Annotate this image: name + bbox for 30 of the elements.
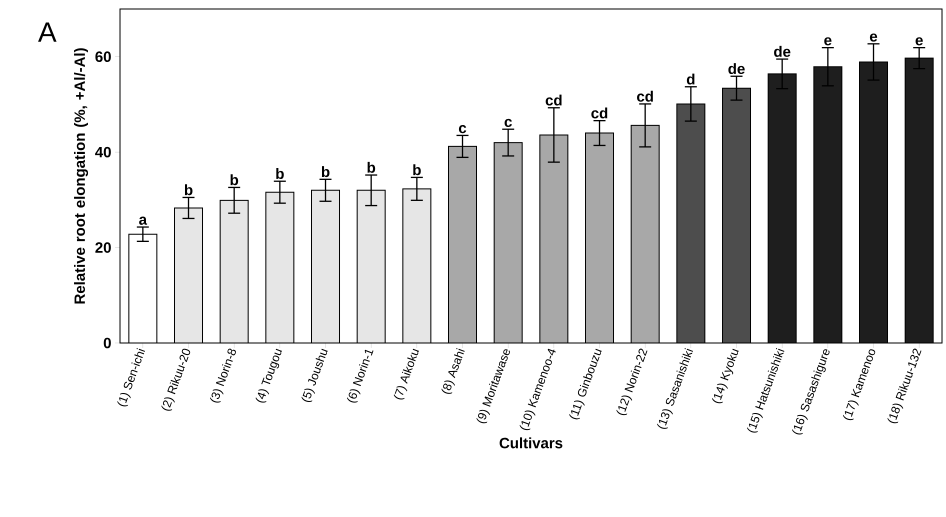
text: A [38, 22, 57, 42]
annotation: e [870, 33, 878, 42]
annotation: b [322, 166, 330, 178]
x-tick-label: (14) Kyoku [712, 348, 739, 404]
annotation: cd [546, 94, 562, 106]
annotation: d [686, 74, 694, 85]
annotation: cd [637, 90, 653, 102]
annotation: c [504, 118, 512, 128]
x-tick-label: (5) Joushu [302, 348, 328, 402]
x-tick-label: (7) Aikoku [394, 348, 420, 400]
x-tick-label: (3) Norin-8 [210, 348, 236, 403]
annotation: de [728, 63, 745, 74]
y-tick-label: 40 [95, 146, 111, 158]
annotation: b [276, 168, 284, 180]
annotation: b [368, 162, 376, 173]
annotation: b [184, 184, 192, 196]
x-axis-title: Cultivars [500, 437, 562, 448]
annotation: cd [591, 107, 608, 118]
annotation: b [230, 174, 238, 186]
annotation: c [458, 125, 466, 134]
annotation: e [916, 37, 923, 46]
annotation: e [824, 37, 832, 46]
y-axis-title: Relative root elongation (%, +Al/-Al) [74, 48, 88, 304]
y-tick-label: 60 [95, 51, 111, 62]
y-tick-label: 20 [95, 242, 111, 253]
y-tick-label: 0 [104, 338, 111, 348]
annotation: b [413, 164, 421, 176]
annotation: de [774, 46, 790, 57]
annotation: a [139, 216, 148, 225]
x-tick-label: (8) Asahi [441, 348, 465, 394]
